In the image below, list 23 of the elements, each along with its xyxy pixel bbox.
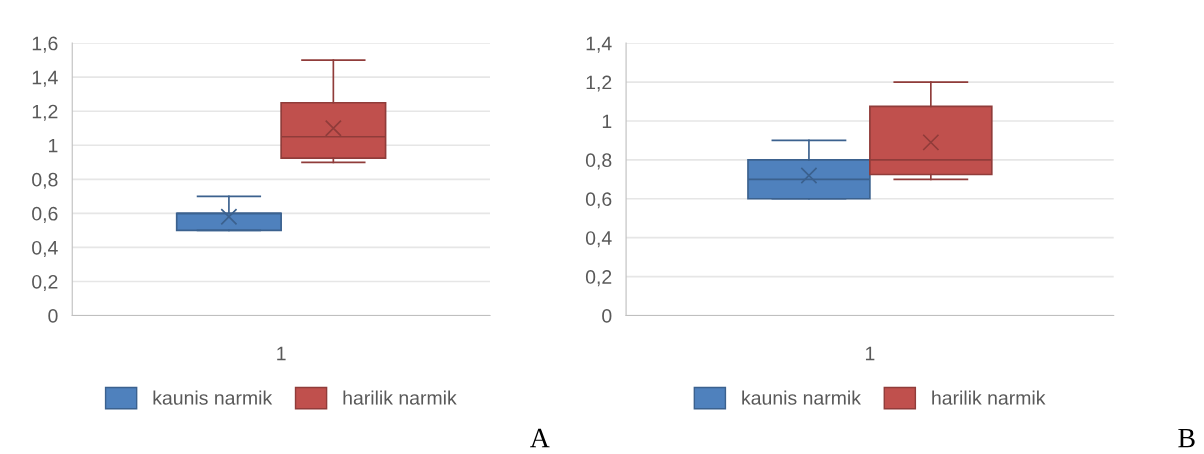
y-tick-label: 0,4 bbox=[585, 231, 612, 248]
y-tick-label: 1,4 bbox=[32, 70, 58, 87]
text: A bbox=[530, 428, 550, 448]
y-tick-label: 1 bbox=[602, 114, 612, 128]
y-tick-label: 0 bbox=[48, 309, 58, 323]
y-tick-label: 1,2 bbox=[586, 75, 612, 92]
legend-label: harilik narmik bbox=[932, 390, 1046, 405]
legend-label: kaunis narmik bbox=[153, 390, 273, 405]
y-tick-label: 0,8 bbox=[32, 172, 58, 189]
y-tick-label: 0,6 bbox=[585, 192, 612, 209]
y-tick-label: 0,4 bbox=[32, 240, 58, 257]
legend-label: kaunis narmik bbox=[742, 390, 861, 405]
y-tick-label: 0,2 bbox=[585, 270, 612, 287]
y-tick-label: 0,6 bbox=[32, 206, 58, 223]
y-tick-label: 1,4 bbox=[586, 36, 612, 53]
y-tick-label: 0,8 bbox=[585, 153, 612, 170]
y-tick-label: 1,6 bbox=[32, 36, 58, 53]
text: B bbox=[1178, 429, 1195, 448]
legend-label: harilik narmik bbox=[343, 390, 457, 405]
y-tick-label: 0 bbox=[602, 309, 612, 323]
y-tick-label: 1,2 bbox=[32, 104, 58, 121]
y-tick-label: 1 bbox=[49, 138, 58, 153]
y-tick-label: 0,2 bbox=[32, 274, 58, 292]
